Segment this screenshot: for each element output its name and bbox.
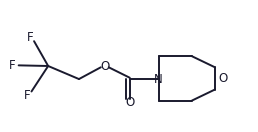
Text: O: O: [218, 72, 227, 85]
Text: F: F: [24, 89, 31, 102]
Text: N: N: [154, 73, 163, 86]
Text: F: F: [9, 59, 15, 72]
Text: F: F: [27, 31, 34, 44]
Text: O: O: [100, 60, 109, 72]
Text: O: O: [126, 96, 135, 109]
